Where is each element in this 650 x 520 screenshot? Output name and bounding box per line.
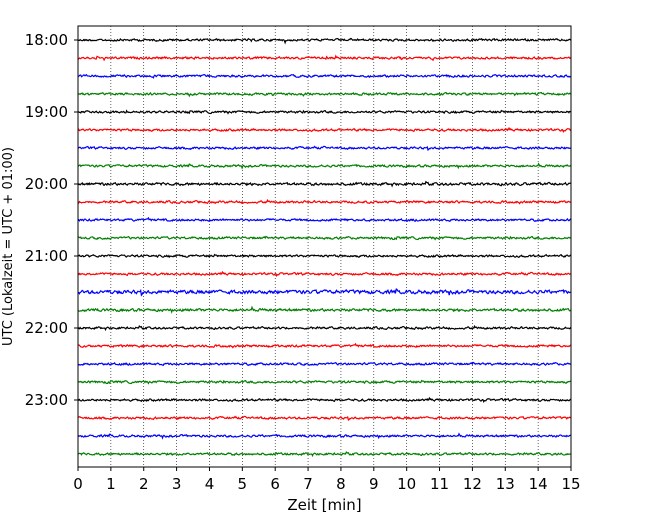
x-tick-label: 15 <box>561 475 580 493</box>
trace-line <box>77 162 572 170</box>
x-tick-label: 6 <box>270 475 280 493</box>
trace-line <box>77 432 572 440</box>
trace-line <box>77 37 572 45</box>
x-tick-label: 13 <box>496 475 515 493</box>
x-tick-label: 1 <box>106 475 116 493</box>
y-ticks: 18:00 19:00 20:00 21:00 22:00 23:00 <box>25 31 78 409</box>
trace-line <box>77 145 572 152</box>
x-ticks: 0 1 2 3 4 5 6 7 8 9 10 11 12 13 14 15 <box>73 467 581 493</box>
y-tick-label: 21:00 <box>25 247 68 265</box>
plot-frame <box>77 25 572 468</box>
trace-line <box>77 54 572 62</box>
trace-line <box>77 342 572 349</box>
trace-line <box>77 73 572 79</box>
trace-line <box>77 396 572 404</box>
trace-line <box>77 91 572 98</box>
y-tick-label: 20:00 <box>25 175 68 193</box>
trace-line <box>77 379 572 385</box>
x-tick-label: 8 <box>336 475 346 493</box>
trace-line <box>77 415 572 421</box>
trace-line <box>77 216 572 223</box>
x-tick-label: 5 <box>238 475 248 493</box>
y-tick-label: 18:00 <box>25 31 68 49</box>
x-axis-label: Zeit [min] <box>287 496 361 514</box>
x-tick-label: 2 <box>139 475 149 493</box>
y-tick-label: 19:00 <box>25 103 68 121</box>
y-tick-label: 22:00 <box>25 319 68 337</box>
trace-line <box>77 451 572 458</box>
x-tick-label: 11 <box>430 475 449 493</box>
trace-line <box>77 109 572 115</box>
x-tick-label: 4 <box>205 475 215 493</box>
y-tick-label: 23:00 <box>25 391 68 409</box>
trace-line <box>77 235 572 241</box>
trace-line <box>77 324 572 332</box>
trace-line <box>77 253 572 259</box>
x-tick-label: 14 <box>529 475 548 493</box>
y-axis-label: UTC (Lokalzeit = UTC + 01:00) <box>1 147 16 346</box>
x-tick-label: 10 <box>397 475 416 493</box>
trace-line <box>77 288 572 297</box>
trace-line <box>77 198 572 205</box>
trace-line <box>77 305 572 314</box>
trace-line <box>77 180 572 188</box>
x-tick-label: 9 <box>369 475 379 493</box>
trace-line <box>77 126 572 133</box>
x-tick-label: 12 <box>463 475 482 493</box>
trace-line <box>77 361 572 367</box>
x-tick-label: 0 <box>73 475 83 493</box>
trace-line <box>77 270 572 278</box>
x-tick-label: 3 <box>172 475 182 493</box>
traces <box>77 37 572 458</box>
x-tick-label: 7 <box>303 475 313 493</box>
